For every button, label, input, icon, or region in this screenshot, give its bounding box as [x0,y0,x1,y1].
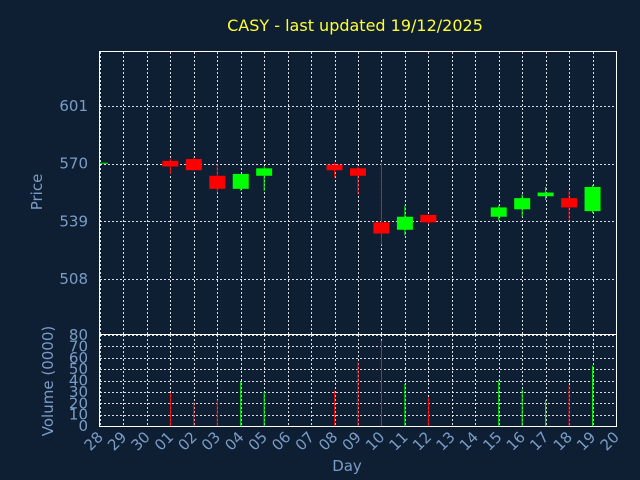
candle-body [232,173,249,189]
candle-body [162,160,179,167]
x-tick-label: 19 [573,428,599,454]
volume-panel [169,340,594,426]
price-tick-label: 508 [59,270,88,288]
candle-body [537,192,554,197]
price-axis-label: Price [28,174,46,211]
volume-tick-label: 60 [69,349,88,367]
price-tick-label: 539 [59,212,88,230]
x-tick-label: 17 [526,428,552,454]
x-tick-label: 06 [268,428,294,454]
volume-tick-label: 70 [69,337,88,355]
x-tick-label: 08 [315,428,341,454]
x-tick-label: 07 [292,428,318,454]
x-tick-label: 03 [198,428,224,454]
volume-tick-label: 50 [69,360,88,378]
x-tick-label: 16 [503,428,529,454]
chart-title: CASY - last updated 19/12/2025 [227,16,483,35]
x-tick-label: 04 [221,428,247,454]
candle-body [396,216,413,230]
candle-body [100,162,108,164]
x-tick-label: 15 [479,428,505,454]
candle-body [561,198,578,208]
x-tick-label: 05 [245,428,271,454]
x-tick-label: 12 [409,428,435,454]
candle-body [350,168,366,176]
price-panel [100,157,601,245]
x-axis-label: Day [332,457,362,475]
candle-body [514,198,531,210]
volume-tick-label: 40 [69,372,88,390]
x-tick-label: 01 [151,428,177,454]
price-grid [100,52,617,334]
x-tick-label: 02 [174,428,200,454]
price-tick-label: 570 [59,155,88,173]
volume-axis-label: Volume (0000) [39,326,57,436]
x-tick-label: 29 [104,428,130,454]
volume-panel-frame [99,334,617,427]
x-tick-labels: 2829300102030405060708091011121314151617… [81,428,623,454]
volume-tick-label: 30 [69,383,88,401]
candle-body [256,168,273,176]
price-tick-label: 601 [59,97,88,115]
candle-body [490,207,507,217]
x-tick-label: 10 [362,428,388,454]
price-tick-labels: 508 539 570 601 [59,97,88,288]
x-tick-label: 09 [339,428,365,454]
candle-body [209,175,226,189]
x-tick-label: 11 [386,428,412,454]
x-tick-label: 30 [128,428,154,454]
x-tick-label: 14 [456,428,482,454]
x-tick-label: 13 [432,428,458,454]
candle-body [584,186,601,212]
volume-tick-label: 10 [69,406,88,424]
candle-body [420,214,437,223]
x-tick-label: 20 [597,428,623,454]
volume-tick-label: 20 [69,394,88,412]
volume-tick-label: 0 [78,417,88,435]
candle-body [185,159,202,171]
candle-body [373,222,390,234]
volume-tick-label: 80 [69,326,88,344]
candle-body [326,164,343,171]
x-tick-label: 18 [550,428,576,454]
